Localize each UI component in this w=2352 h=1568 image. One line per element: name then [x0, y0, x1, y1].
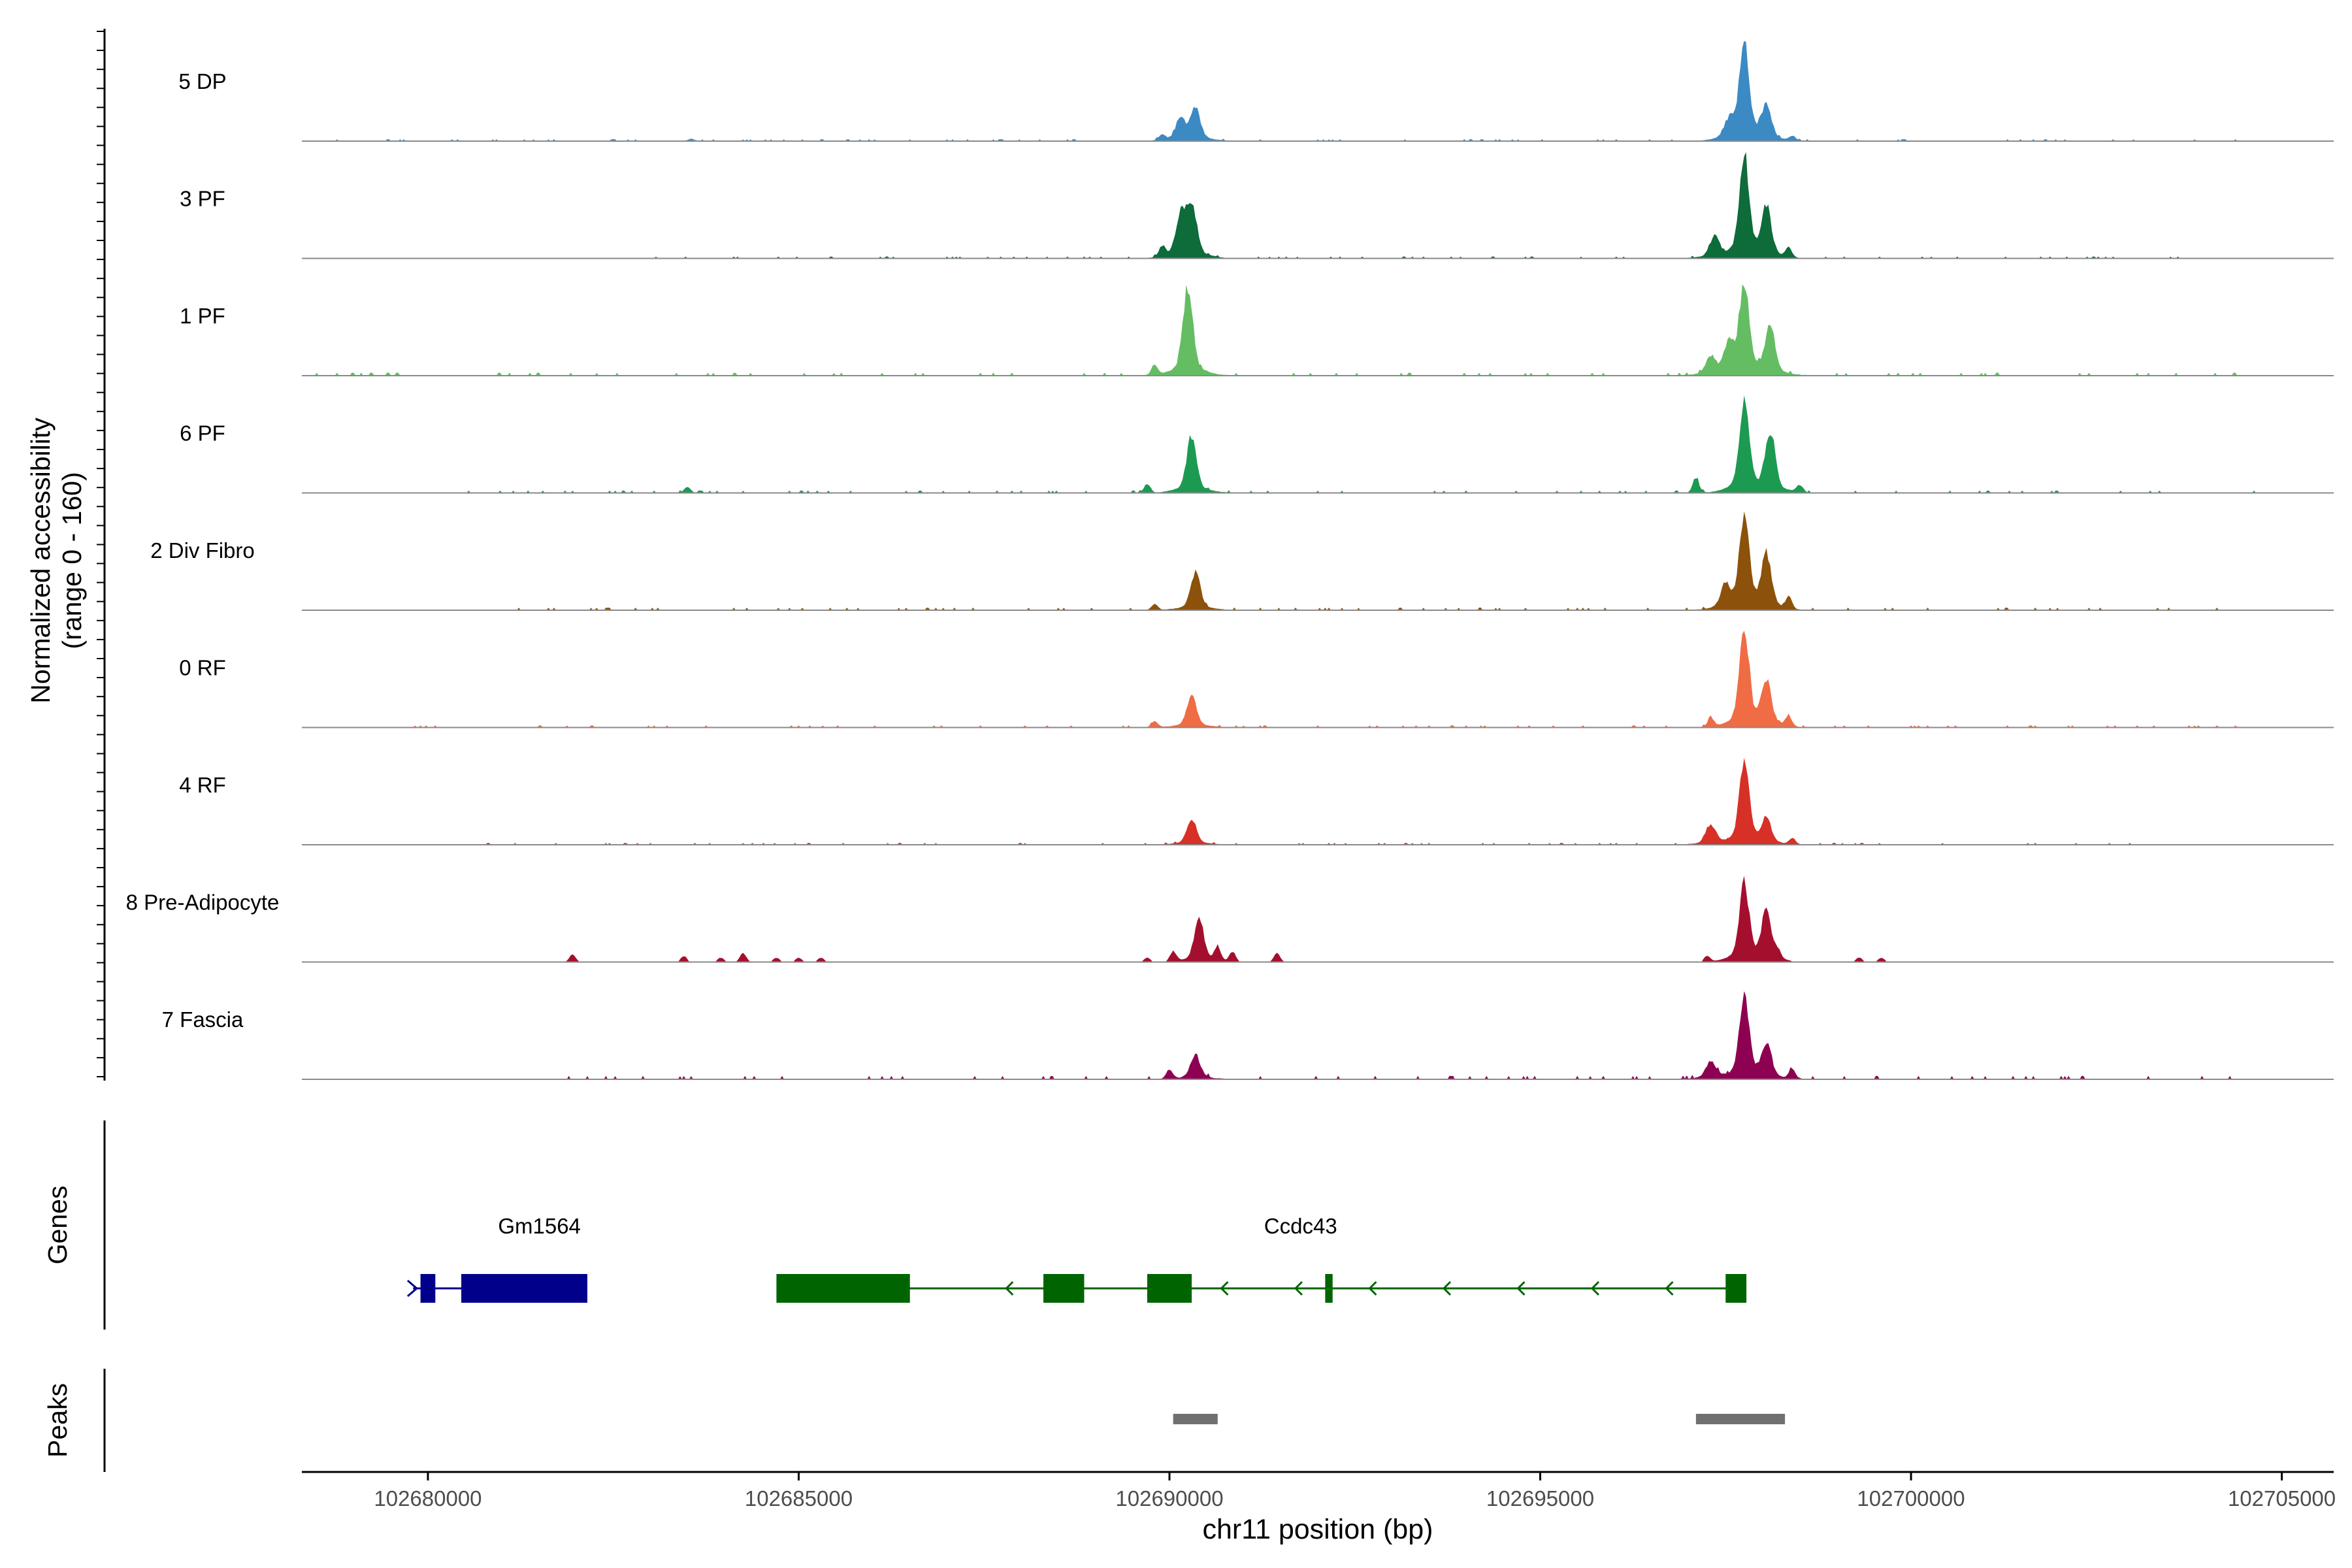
track-1-pf: 1 PF	[180, 284, 2334, 376]
coverage-area	[302, 395, 2334, 493]
x-tick-label: 102690000	[1115, 1486, 1223, 1511]
track-6-pf: 6 PF	[180, 395, 2334, 494]
coverage-area	[302, 991, 2334, 1079]
gene-ccdc43: Ccdc43	[776, 1214, 1747, 1303]
coverage-y-axis	[97, 29, 106, 1081]
x-tick-label: 102685000	[745, 1486, 853, 1511]
track-label: 6 PF	[180, 421, 225, 446]
x-axis-ticks: 102680000 102685000 102690000 102695000 1027…	[374, 1472, 2336, 1511]
strand-arrow	[1220, 1281, 1229, 1296]
track-label: 4 RF	[179, 773, 226, 797]
track-2-div-fibro: 2 Div Fibro	[150, 511, 2334, 611]
coverage-area	[302, 284, 2334, 376]
gene-exon	[1325, 1274, 1333, 1303]
track-label: 7 Fascia	[162, 1007, 244, 1032]
y-axis-title-line1: Normalized accessibility	[25, 417, 56, 704]
gene-name-label: Gm1564	[498, 1214, 581, 1238]
coverage-tracks: 5 DP 3 PF 1 PF 6 PF 2 Div Fibro 0 RF 4 RF 8 Pre…	[126, 41, 2334, 1080]
coverage-area	[302, 41, 2334, 141]
track-label: 2 Div Fibro	[150, 538, 255, 563]
y-axis-title-line2: (range 0 - 160)	[57, 472, 87, 649]
strand-arrow	[406, 1279, 419, 1298]
x-axis-title: chr11 position (bp)	[1203, 1514, 1433, 1545]
track-label: 5 DP	[178, 69, 226, 93]
coverage-area	[302, 875, 2334, 962]
track-8-pre-adipocyte: 8 Pre-Adipocyte	[126, 875, 2334, 963]
peak-region-bar	[1173, 1414, 1218, 1424]
track-label: 8 Pre-Adipocyte	[126, 890, 280, 915]
gene-exon	[461, 1274, 587, 1303]
gene-exon	[1725, 1274, 1747, 1303]
gene-gm1564: Gm1564	[406, 1214, 587, 1303]
gene-name-label: Ccdc43	[1264, 1214, 1337, 1238]
gene-exon	[776, 1274, 910, 1303]
strand-arrow	[1368, 1281, 1377, 1296]
track-5-dp: 5 DP	[178, 41, 2334, 142]
track-label: 3 PF	[180, 187, 225, 211]
strand-arrow	[1294, 1281, 1303, 1296]
gene-exon	[420, 1274, 436, 1303]
genes-axis-title: Genes	[42, 1186, 73, 1265]
strand-arrow	[1442, 1281, 1452, 1296]
strand-arrow	[1590, 1281, 1600, 1296]
strand-arrow	[1005, 1281, 1014, 1296]
peaks-axis-title: Peaks	[42, 1383, 73, 1458]
x-tick-label: 102695000	[1486, 1486, 1594, 1511]
track-0-rf: 0 RF	[179, 630, 2334, 728]
gene-exon	[1043, 1274, 1085, 1303]
x-tick-label: 102705000	[2228, 1486, 2336, 1511]
peak-regions	[1173, 1414, 1786, 1424]
track-4-rf: 4 RF	[179, 758, 2334, 845]
track-label: 0 RF	[179, 656, 226, 680]
gene-exon	[1147, 1274, 1192, 1303]
gene-annotation: Gm1564 Ccdc43	[406, 1214, 1747, 1303]
x-tick-label: 102680000	[374, 1486, 482, 1511]
coverage-area	[302, 758, 2334, 845]
coverage-area	[302, 511, 2334, 610]
track-7-fascia: 7 Fascia	[162, 991, 2334, 1080]
strand-arrow	[1665, 1281, 1674, 1296]
track-label: 1 PF	[180, 304, 225, 328]
track-3-pf: 3 PF	[180, 152, 2334, 259]
x-tick-label: 102700000	[1857, 1486, 1965, 1511]
coverage-area	[302, 152, 2334, 259]
strand-arrow	[1516, 1281, 1526, 1296]
coverage-area	[302, 630, 2334, 728]
peak-region-bar	[1695, 1414, 1786, 1424]
